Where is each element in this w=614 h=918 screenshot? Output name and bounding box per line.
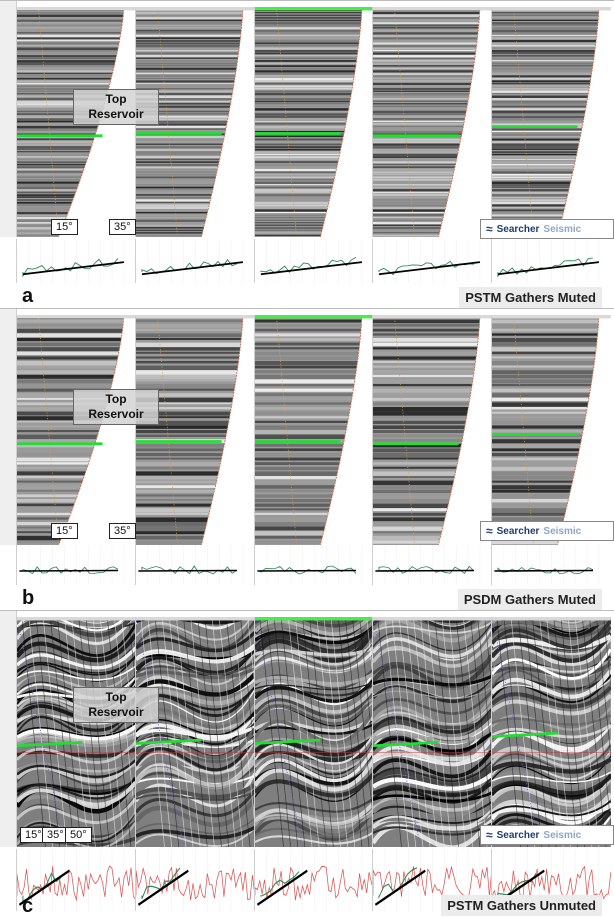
- searcher-logo: ≈ Searcher Seismic: [480, 219, 614, 239]
- time-axis: [0, 1, 17, 237]
- horizon-label: Top Reservoir: [73, 89, 159, 125]
- gather-5: [491, 7, 611, 237]
- gather-strip: [16, 315, 611, 545]
- angle-label-35: 35°: [42, 827, 69, 843]
- logo-word-2: Seismic: [543, 829, 582, 841]
- gather-4: [372, 315, 493, 545]
- gather-3: [253, 617, 374, 847]
- amplitude-plot-5: [491, 545, 611, 585]
- angle-label-15: 15°: [51, 219, 78, 235]
- time-axis: [0, 611, 17, 847]
- amplitude-plot-3: [253, 545, 374, 585]
- gather-3: [253, 315, 374, 545]
- gather-strip: [16, 617, 611, 847]
- amplitude-plot-1: [16, 239, 136, 283]
- panel-letter: a: [22, 285, 34, 307]
- amplitude-plot-1: [16, 545, 136, 585]
- gather-strip: [16, 7, 611, 237]
- panel-letter: b: [22, 587, 35, 609]
- amplitude-plots: [16, 239, 611, 283]
- horizon-label: Top Reservoir: [73, 389, 159, 425]
- amplitude-plot-1: [16, 849, 136, 911]
- logo-word-2: Seismic: [543, 223, 582, 235]
- logo-word-1: Searcher: [496, 829, 540, 841]
- amplitude-plot-2: [134, 545, 255, 585]
- gather-4: [372, 7, 493, 237]
- panel-b: Top Reservoir 15° 35° ≈ Searcher Seismic…: [0, 308, 614, 611]
- angle-label-35: 35°: [109, 219, 136, 235]
- gather-5: [491, 315, 611, 545]
- panel-caption: PSTM Gathers Muted: [459, 287, 602, 308]
- panel-letter: c: [22, 895, 34, 917]
- amplitude-plot-4: [372, 545, 493, 585]
- amplitude-plot-2: [134, 849, 255, 911]
- amplitude-plot-2: [134, 239, 255, 283]
- searcher-logo: ≈ Searcher Seismic: [480, 825, 614, 845]
- amplitude-plot-4: [372, 239, 493, 283]
- amplitude-plots: [16, 545, 611, 585]
- gather-2: [134, 617, 255, 847]
- logo-word-2: Seismic: [543, 525, 582, 537]
- panel-c: Top Reservoir 15° 35° 50° ≈ Searcher Sei…: [0, 610, 614, 917]
- logo-word-1: Searcher: [496, 525, 540, 537]
- horizon-label: Top Reservoir: [73, 687, 159, 723]
- panel-caption: PSDM Gathers Muted: [457, 589, 602, 610]
- gather-1: [16, 315, 136, 545]
- panel-a: Top Reservoir 15° 35° ≈ Searcher Seismic…: [0, 0, 614, 309]
- searcher-logo: ≈ Searcher Seismic: [480, 521, 614, 541]
- time-axis: [0, 309, 17, 545]
- gather-5: [491, 617, 611, 847]
- amplitude-plot-3: [253, 849, 374, 911]
- logo-word-1: Searcher: [496, 223, 540, 235]
- gather-3: [253, 7, 374, 237]
- gather-2: [134, 315, 255, 545]
- logo-icon: ≈: [486, 524, 493, 538]
- gather-4: [372, 617, 493, 847]
- amplitude-plot-3: [253, 239, 374, 283]
- angle-label-35: 35°: [109, 523, 136, 539]
- gather-1: [16, 7, 136, 237]
- logo-icon: ≈: [486, 222, 493, 236]
- angle-label-15: 15°: [20, 827, 47, 843]
- logo-icon: ≈: [486, 828, 493, 842]
- gather-1: [16, 617, 136, 847]
- amplitude-plot-5: [491, 239, 611, 283]
- angle-label-50: 50°: [65, 827, 92, 843]
- panel-caption: PSTM Gathers Unmuted: [441, 895, 602, 916]
- angle-label-15: 15°: [51, 523, 78, 539]
